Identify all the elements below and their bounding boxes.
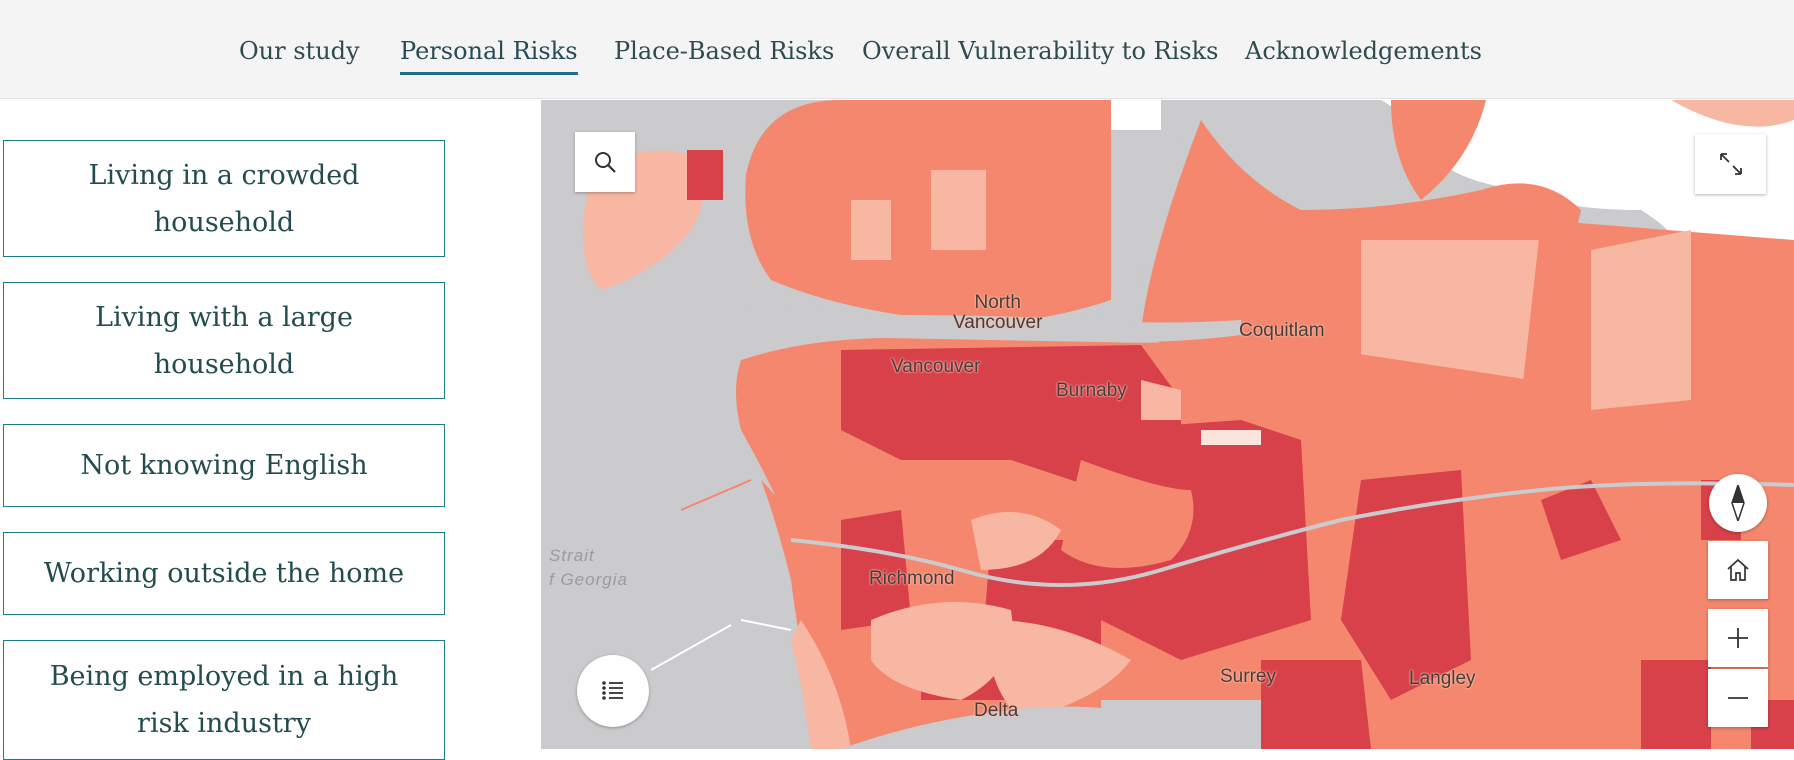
city-label-delta: Delta [974,700,1019,721]
city-label-vancouver: Vancouver [891,356,981,377]
nav-tab-acknowledgements[interactable]: Acknowledgements [1245,37,1482,65]
risk-button-working-outside-home[interactable]: Working outside the home [3,532,445,615]
city-label-coquitlam: Coquitlam [1239,320,1325,341]
compass-button[interactable] [1709,474,1767,532]
water-label-strait-of-georgia: Strait f Georgia [549,546,628,589]
home-button[interactable] [1708,541,1768,599]
legend-button[interactable] [577,655,649,727]
risk-button-not-knowing-english[interactable]: Not knowing English [3,424,445,507]
top-navigation: Our study Personal Risks Place-Based Ris… [0,0,1794,99]
list-icon [602,681,623,700]
minus-icon [1728,697,1748,699]
fullscreen-button[interactable] [1695,134,1766,194]
risk-button-large-household[interactable]: Living with a large household [3,282,445,399]
compass-icon [1731,485,1745,521]
city-label-surrey: Surrey [1220,666,1276,687]
plus-icon [1728,628,1748,648]
zoom-in-button[interactable] [1708,609,1768,667]
choropleth-map[interactable] [541,100,1794,749]
nav-tab-personal-risks[interactable]: Personal Risks [400,30,578,75]
nav-tab-place-based-risks[interactable]: Place-Based Risks [614,37,835,65]
city-label-north-vancouver: North Vancouver [953,292,1043,333]
zoom-out-button[interactable] [1708,669,1768,727]
search-icon [595,152,616,173]
map-view[interactable]: North Vancouver Vancouver Burnaby Coquit… [541,100,1794,749]
nav-tab-our-study[interactable]: Our study [239,37,360,65]
risk-button-crowded-household[interactable]: Living in a crowded household [3,140,445,257]
expand-icon [1719,153,1742,175]
city-label-langley: Langley [1409,668,1476,689]
city-label-burnaby: Burnaby [1056,380,1127,401]
home-icon [1727,558,1749,581]
city-label-richmond: Richmond [869,568,955,589]
risk-button-high-risk-industry[interactable]: Being employed in a high risk industry [3,640,445,760]
risk-selector-panel: Living in a crowded household Living wit… [0,99,540,760]
nav-tab-overall-vulnerability[interactable]: Overall Vulnerability to Risks [862,37,1219,65]
map-search-button[interactable] [575,132,635,192]
